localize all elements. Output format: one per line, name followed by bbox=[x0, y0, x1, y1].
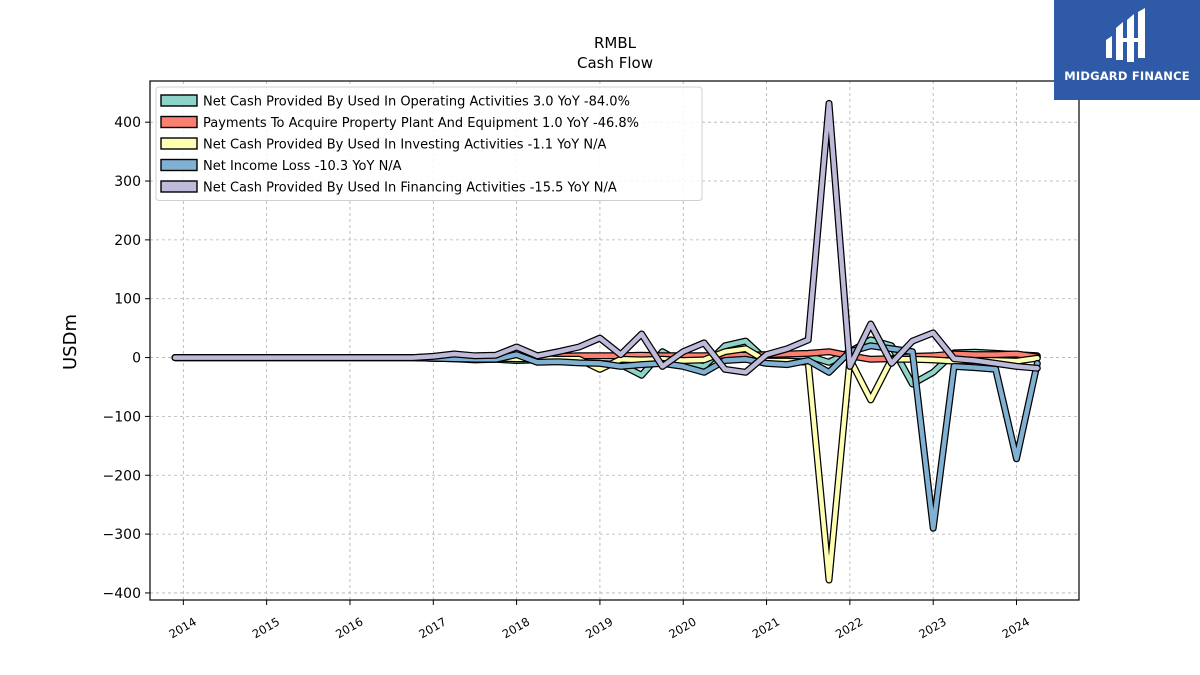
legend-label: Net Cash Provided By Used In Investing A… bbox=[203, 138, 606, 153]
midgard-logo-icon bbox=[1106, 8, 1145, 62]
x-tick-label: 2022 bbox=[833, 614, 865, 641]
series-2 bbox=[171, 345, 1041, 584]
legend-swatch bbox=[160, 158, 198, 172]
y-tick-label: −400 bbox=[103, 586, 141, 602]
x-tick-label: 2024 bbox=[1000, 614, 1032, 641]
legend-label: Net Cash Provided By Used In Financing A… bbox=[203, 181, 617, 196]
series-line bbox=[172, 101, 1040, 375]
legend-swatch bbox=[160, 115, 198, 129]
series-3 bbox=[171, 342, 1041, 532]
series-outline bbox=[171, 345, 1041, 584]
series-lines bbox=[171, 99, 1041, 584]
x-tick-label: 2023 bbox=[916, 614, 948, 641]
x-tick-label: 2021 bbox=[750, 614, 782, 641]
y-axis-label: USDm bbox=[60, 314, 81, 370]
x-tick-label: 2018 bbox=[500, 614, 532, 641]
series-line bbox=[172, 343, 1040, 531]
legend-swatch bbox=[160, 180, 198, 193]
series-line bbox=[172, 346, 1040, 583]
x-tick-label: 2015 bbox=[250, 614, 282, 641]
y-tick-label: 400 bbox=[114, 115, 141, 131]
plot-frame bbox=[149, 80, 1080, 601]
y-tick-label: 200 bbox=[114, 233, 141, 249]
x-tick-label: 2017 bbox=[416, 614, 448, 641]
legend-box bbox=[155, 86, 703, 201]
logo-text: MIDGARD FINANCE bbox=[1064, 69, 1190, 83]
y-tick-label: 0 bbox=[132, 351, 141, 367]
legend-swatch bbox=[160, 94, 198, 107]
legend-swatch bbox=[160, 137, 198, 150]
series-4 bbox=[171, 99, 1041, 376]
chart-subtitle: Cash Flow bbox=[577, 54, 653, 72]
y-tick-label: −100 bbox=[103, 409, 141, 425]
legend-label: Net Income Loss -10.3 YoY N/A bbox=[203, 159, 402, 174]
x-tick-label: 2019 bbox=[583, 614, 615, 641]
y-tick-label: −300 bbox=[103, 527, 141, 543]
x-tick-label: 2016 bbox=[333, 614, 365, 641]
y-tick-label: 300 bbox=[114, 174, 141, 190]
midgard-finance-logo: MIDGARD FINANCE bbox=[1054, 0, 1200, 100]
y-tick-label: −200 bbox=[103, 468, 141, 484]
legend-label: Payments To Acquire Property Plant And E… bbox=[203, 116, 639, 131]
legend-label: Net Cash Provided By Used In Operating A… bbox=[203, 95, 630, 110]
y-tick-label: 100 bbox=[114, 292, 141, 308]
legend: Net Cash Provided By Used In Operating A… bbox=[155, 86, 703, 201]
x-tick-label: 2014 bbox=[166, 614, 198, 641]
chart-title: RMBL bbox=[594, 34, 637, 52]
x-tick-label: 2020 bbox=[666, 614, 698, 641]
